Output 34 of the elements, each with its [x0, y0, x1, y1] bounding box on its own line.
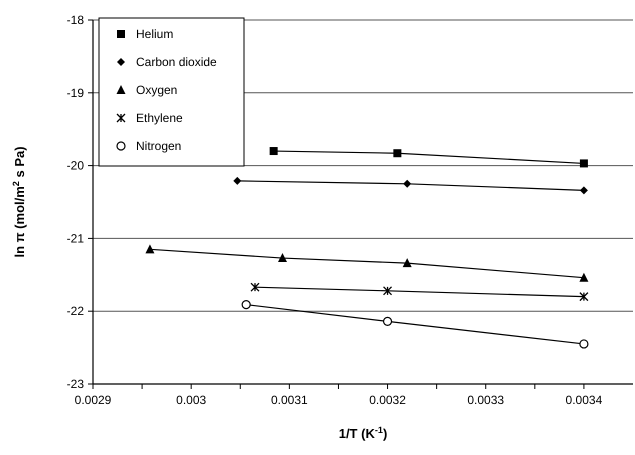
- x-axis-title: 1/T (K$^{-1}$): [338, 425, 388, 441]
- point: [579, 339, 589, 349]
- legend-label: Carbon dioxide: [136, 55, 218, 69]
- point: [579, 292, 589, 302]
- y-tick-label: -22: [66, 304, 84, 318]
- legend-label: Nitrogen: [136, 139, 182, 153]
- point: [580, 159, 588, 168]
- x-tick-label: 0.0034: [566, 393, 603, 407]
- y-tick-label: -23: [66, 377, 84, 391]
- point: [242, 300, 251, 310]
- x-tick-label: 0.003: [176, 393, 207, 407]
- point: [393, 149, 402, 158]
- point: [270, 147, 278, 156]
- y-tick-label: -18: [66, 13, 84, 27]
- point: [580, 186, 588, 194]
- point: [579, 272, 588, 282]
- point: [403, 180, 412, 188]
- legend-label: Helium: [136, 27, 174, 41]
- legend-label: Oxygen: [136, 83, 178, 97]
- point: [250, 282, 260, 292]
- point: [278, 253, 287, 262]
- y-tick-label: -19: [66, 86, 84, 100]
- x-tick-label: 0.0029: [74, 393, 112, 407]
- point: [402, 258, 412, 268]
- point: [382, 316, 392, 326]
- point: [382, 286, 392, 296]
- legend-label: Ethylene: [136, 111, 184, 125]
- x-tick-label: 0.0032: [369, 393, 406, 407]
- x-tick-label: 0.0031: [271, 393, 308, 407]
- x-tick-label: 0.0033: [467, 393, 504, 407]
- y-tick-label: -21: [66, 231, 84, 246]
- y-tick-label: -20: [66, 158, 84, 173]
- point: [233, 176, 242, 185]
- point: [145, 244, 154, 254]
